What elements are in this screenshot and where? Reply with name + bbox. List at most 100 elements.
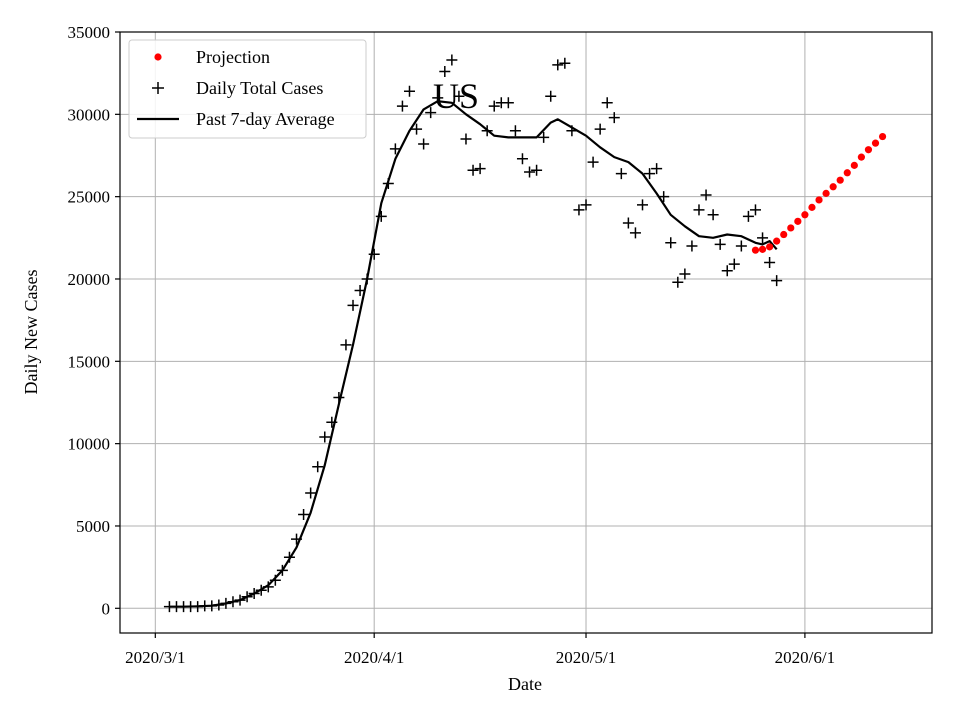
daily-point <box>615 168 627 180</box>
daily-point <box>425 107 437 119</box>
daily-point <box>764 257 776 269</box>
daily-point <box>382 177 394 189</box>
daily-point <box>566 125 578 137</box>
projection-point <box>857 153 865 161</box>
daily-point <box>340 339 352 351</box>
daily-point <box>234 594 246 606</box>
daily-point <box>467 164 479 176</box>
legend-daily-label: Daily Total Cases <box>196 78 323 98</box>
x-axis-label: Date <box>508 674 542 694</box>
daily-point <box>672 276 684 288</box>
daily-point <box>389 143 401 155</box>
daily-point <box>679 268 691 280</box>
daily-point <box>354 285 366 297</box>
y-axis-label: Daily New Cases <box>21 270 41 395</box>
daily-point <box>411 123 423 135</box>
projection-point <box>794 217 802 225</box>
daily-point <box>742 210 754 222</box>
daily-point <box>248 587 260 599</box>
daily-point <box>262 581 274 593</box>
projection-point <box>780 230 788 239</box>
daily-point <box>559 57 571 69</box>
projection-point <box>850 161 858 169</box>
daily-point <box>644 168 656 180</box>
daily-point <box>601 97 613 109</box>
daily-point <box>220 597 232 609</box>
x-axis-ticks: 2020/3/1 2020/4/1 2020/5/1 2020/6/1 <box>125 633 835 667</box>
daily-point <box>481 125 493 137</box>
daily-point <box>227 596 239 608</box>
daily-point <box>587 156 599 168</box>
daily-point <box>700 189 712 201</box>
daily-point <box>693 204 705 216</box>
legend: Projection Daily Total Cases Past 7-day … <box>128 39 367 139</box>
daily-point <box>312 461 324 473</box>
daily-point <box>283 551 295 563</box>
projection-series <box>751 132 887 254</box>
projection-point <box>787 224 795 232</box>
x-tick-label: 2020/3/1 <box>125 648 185 667</box>
daily-point <box>686 240 698 252</box>
daily-point <box>206 600 218 612</box>
projection-point <box>871 139 880 147</box>
daily-point <box>375 210 387 222</box>
projection-point <box>822 189 830 197</box>
projection-point <box>758 245 767 253</box>
daily-point <box>347 299 359 311</box>
daily-point <box>580 199 592 211</box>
daily-point <box>658 191 670 203</box>
average-series <box>169 100 778 608</box>
legend-projection-marker <box>154 53 162 61</box>
legend-projection-label: Projection <box>196 47 270 67</box>
legend-average-label: Past 7-day Average <box>196 109 335 129</box>
daily-point <box>714 238 726 250</box>
daily-point <box>721 265 733 277</box>
projection-point <box>766 243 774 251</box>
daily-point <box>432 92 444 104</box>
daily-point <box>269 574 281 586</box>
daily-series <box>163 54 783 613</box>
y-tick-label: 5000 <box>76 517 110 536</box>
daily-point <box>368 248 380 260</box>
projection-point <box>843 169 851 177</box>
daily-point <box>502 97 514 109</box>
daily-point <box>192 601 204 613</box>
daily-point <box>403 85 415 97</box>
daily-point <box>361 273 373 285</box>
daily-point <box>552 59 564 71</box>
daily-point <box>594 123 606 135</box>
projection-point <box>829 183 837 191</box>
daily-point <box>728 258 740 270</box>
projection-point <box>864 146 873 154</box>
daily-point <box>319 431 331 443</box>
y-tick-label: 30000 <box>68 105 111 124</box>
daily-point <box>651 163 663 175</box>
y-axis-ticks: 0 5000 10000 15000 20000 25000 30000 35000 <box>68 23 120 618</box>
plot-frame <box>119 31 933 634</box>
daily-point <box>255 584 267 596</box>
legend-box <box>128 39 367 139</box>
daily-point <box>538 131 550 143</box>
projection-point <box>808 203 816 211</box>
daily-point <box>608 112 620 124</box>
daily-point <box>707 209 719 221</box>
daily-point <box>241 591 253 603</box>
y-tick-label: 35000 <box>68 23 111 42</box>
projection-point <box>751 246 760 254</box>
daily-point <box>665 237 677 249</box>
chart-title: US <box>433 76 479 116</box>
daily-point <box>396 100 408 112</box>
daily-point <box>629 227 641 239</box>
daily-point <box>333 392 345 404</box>
x-tick-label: 2020/6/1 <box>775 648 835 667</box>
x-tick-label: 2020/5/1 <box>556 648 616 667</box>
daily-point <box>326 416 338 428</box>
daily-point <box>516 153 528 165</box>
daily-point <box>418 138 430 150</box>
daily-point <box>474 163 486 175</box>
daily-point <box>531 164 543 176</box>
daily-point <box>453 90 465 102</box>
daily-point <box>757 232 769 244</box>
daily-point <box>298 508 310 520</box>
